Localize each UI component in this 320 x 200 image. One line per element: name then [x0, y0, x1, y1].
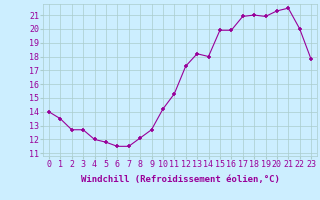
- X-axis label: Windchill (Refroidissement éolien,°C): Windchill (Refroidissement éolien,°C): [81, 175, 279, 184]
